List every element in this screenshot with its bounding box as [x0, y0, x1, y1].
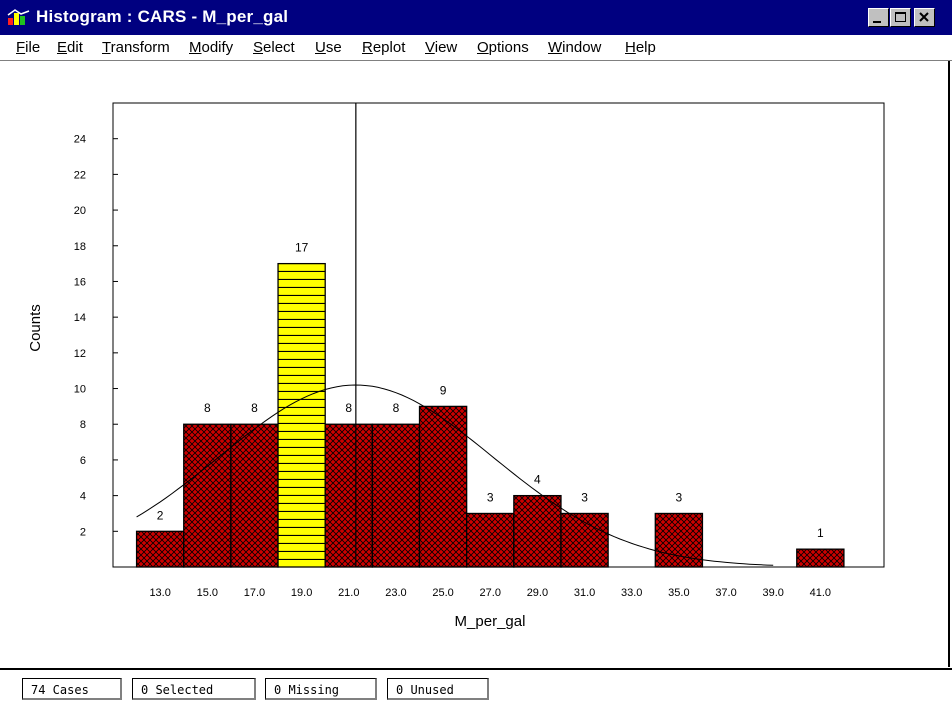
x-tick-label: 37.0: [715, 587, 736, 599]
bar[interactable]: [183, 423, 232, 568]
y-axis-label: Counts: [27, 304, 44, 352]
bar[interactable]: [466, 512, 515, 568]
x-tick-label: 39.0: [762, 587, 783, 599]
minimize-button[interactable]: [868, 8, 889, 27]
menu-window[interactable]: Window: [548, 39, 602, 56]
bar-count-label: 8: [393, 401, 400, 415]
x-tick-label: 17.0: [244, 587, 265, 599]
menu-use[interactable]: Use: [315, 39, 342, 56]
menu-edit[interactable]: Edit: [57, 39, 83, 56]
bar-count-label: 3: [581, 490, 588, 504]
x-tick-label: 29.0: [527, 587, 548, 599]
bar[interactable]: [513, 494, 562, 568]
bar-count-label: 8: [345, 401, 352, 415]
menu-options[interactable]: Options: [477, 39, 529, 56]
close-icon: [919, 12, 929, 22]
y-tick-label: 2: [80, 526, 86, 538]
window-title: Histogram : CARS - M_per_gal: [36, 7, 289, 26]
menu-bar: File Edit Transform Modify Select Use Re…: [0, 35, 952, 61]
bar-count-label: 17: [295, 241, 309, 255]
x-tick-label: 23.0: [385, 587, 406, 599]
x-tick-label: 15.0: [197, 587, 218, 599]
y-tick-label: 20: [74, 205, 86, 217]
bar[interactable]: [230, 423, 279, 568]
bar-count-label: 2: [157, 508, 164, 522]
bar[interactable]: [654, 512, 704, 568]
menu-modify[interactable]: Modify: [189, 39, 234, 56]
x-tick-label: 35.0: [668, 587, 689, 599]
menu-transform[interactable]: Transform: [102, 39, 170, 56]
y-tick-label: 16: [74, 276, 86, 288]
y-tick-label: 24: [74, 134, 86, 146]
bar-count-label: 3: [676, 490, 683, 504]
x-tick-label: 27.0: [480, 587, 501, 599]
menu-select[interactable]: Select: [253, 39, 295, 56]
title-bar[interactable]: Histogram : CARS - M_per_gal: [0, 0, 952, 35]
y-tick-label: 14: [74, 312, 86, 324]
bar-count-label: 1: [817, 526, 824, 540]
bar[interactable]: [324, 423, 374, 568]
bar[interactable]: [560, 512, 609, 568]
minimize-icon: [873, 21, 881, 23]
x-axis-label: M_per_gal: [455, 613, 526, 630]
y-tick-label: 18: [74, 241, 86, 253]
x-tick-label: 21.0: [338, 587, 359, 599]
bar-count-label: 8: [251, 401, 258, 415]
bar[interactable]: [135, 530, 185, 568]
plot-area: 2 4 6 8 10 12 14 16 18 20 22 24 13.0 15.0 17.0 19.0 21.…: [0, 61, 950, 667]
x-tick-label: 41.0: [810, 587, 831, 599]
app-icon[interactable]: [7, 9, 31, 27]
x-tick-label: 19.0: [291, 587, 312, 599]
bar[interactable]: [796, 548, 845, 568]
bar-count-label: 9: [440, 383, 447, 397]
x-tick-label: 31.0: [574, 587, 595, 599]
x-tick-label: 25.0: [432, 587, 453, 599]
x-tick-label: 33.0: [621, 587, 642, 599]
bar[interactable]: [418, 405, 468, 568]
status-selected: 0 Selected: [132, 678, 256, 700]
menu-help[interactable]: Help: [625, 39, 656, 56]
menu-replot[interactable]: Replot: [362, 39, 406, 56]
close-button[interactable]: [914, 8, 935, 27]
menu-view[interactable]: View: [425, 39, 458, 56]
status-missing: 0 Missing: [265, 678, 377, 700]
y-tick-label: 22: [74, 169, 86, 181]
bar-count-label: 8: [204, 401, 211, 415]
bar-count-label: 3: [487, 490, 494, 504]
y-tick-label: 6: [80, 455, 86, 467]
y-tick-label: 8: [80, 419, 86, 431]
bar-selected[interactable]: [277, 262, 326, 568]
y-tick-label: 10: [74, 384, 86, 396]
status-cases: 74 Cases: [22, 678, 122, 700]
maximize-icon: [895, 12, 906, 22]
menu-file[interactable]: File: [16, 39, 41, 56]
y-tick-label: 4: [80, 491, 86, 503]
normal-curve: [136, 384, 774, 566]
y-tick-label: 12: [74, 348, 86, 360]
bar-count-label: 4: [534, 473, 541, 487]
bar[interactable]: [371, 423, 421, 568]
maximize-button[interactable]: [890, 8, 911, 27]
status-unused: 0 Unused: [387, 678, 489, 700]
x-tick-label: 13.0: [149, 587, 170, 599]
